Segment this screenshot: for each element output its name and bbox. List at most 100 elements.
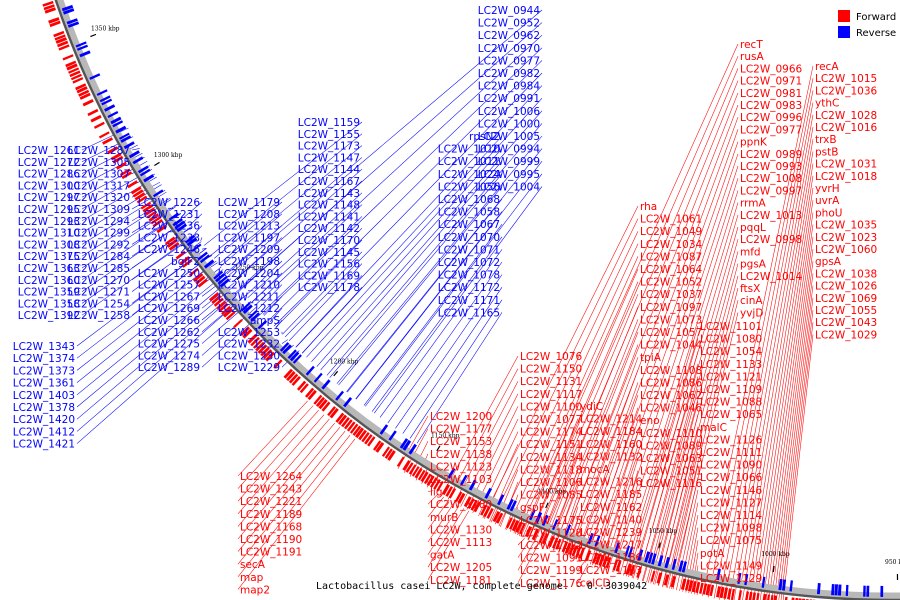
reverse-gene-label: LC2W_1072 xyxy=(438,257,500,269)
reverse-gene-label: LC2W_1000 xyxy=(478,118,540,130)
forward-gene-label: LC2W_1121 xyxy=(700,371,762,383)
forward-feature xyxy=(426,475,435,486)
leader-line xyxy=(569,369,639,557)
forward-gene-label: LC2W_1077 xyxy=(520,414,582,426)
leader-line xyxy=(548,468,579,549)
reverse-gene-label: LC2W_0999 xyxy=(478,156,540,168)
reverse-feature xyxy=(831,584,835,596)
forward-feature xyxy=(791,597,795,600)
leader-line xyxy=(682,514,699,592)
leader-line xyxy=(517,542,535,571)
forward-gene-label: LC2W_1086 xyxy=(640,377,703,389)
forward-gene-label: ydiC xyxy=(580,401,603,413)
forward-gene-label: LC2W_1151 xyxy=(520,439,582,451)
leader-line xyxy=(517,532,521,537)
leader-line xyxy=(200,237,203,241)
leader-line xyxy=(275,239,363,328)
reverse-gene-label: LC2W_1212 xyxy=(218,303,280,315)
reverse-gene-label: LC2W_1156 xyxy=(298,259,361,271)
reverse-feature xyxy=(112,120,124,128)
reverse-gene-label: LC2W_1272 xyxy=(18,157,80,169)
tick-mark xyxy=(545,502,549,509)
leader-line xyxy=(427,493,439,505)
reverse-feature xyxy=(837,584,842,596)
reverse-feature xyxy=(761,576,766,588)
leader-line xyxy=(336,135,543,384)
reverse-feature xyxy=(637,549,644,561)
forward-feature xyxy=(119,168,131,176)
forward-feature xyxy=(480,504,488,516)
leader-line xyxy=(76,266,222,383)
forward-feature xyxy=(670,576,677,588)
forward-gene-label: pqqL xyxy=(740,222,766,234)
forward-feature xyxy=(218,302,229,313)
forward-gene-label: LC2W_1264 xyxy=(240,471,303,483)
reverse-gene-label: LC2W_1155 xyxy=(298,129,360,141)
forward-feature xyxy=(457,492,466,504)
forward-feature xyxy=(127,180,138,189)
reverse-gene-label: LC2W_1143 xyxy=(298,188,360,200)
reverse-gene-label: LC2W_1226 xyxy=(138,197,201,209)
forward-feature xyxy=(53,30,65,38)
reverse-gene-label: LC2W_0977 xyxy=(478,55,540,67)
forward-gene-label: LC2W_1128 xyxy=(520,527,582,539)
forward-feature xyxy=(625,563,632,575)
reverse-gene-label: LC2W_1374 xyxy=(13,353,76,365)
forward-feature xyxy=(684,579,690,591)
reverse-gene-label: LC2W_1375 xyxy=(18,251,80,263)
forward-gene-label: LC2W_1073 xyxy=(640,314,702,326)
forward-feature xyxy=(417,469,426,481)
forward-feature xyxy=(265,351,275,362)
reverse-feature xyxy=(279,342,290,352)
leader-line xyxy=(81,213,182,281)
reverse-gene-label: LC2W_1209 xyxy=(218,244,280,256)
reverse-gene-label: LC2W_0982 xyxy=(478,68,540,80)
reverse-feature xyxy=(845,584,849,596)
leader-line xyxy=(346,198,503,393)
forward-feature xyxy=(307,389,317,401)
reverse-gene-label: LC2W_1305 xyxy=(68,157,130,169)
leader-line xyxy=(288,263,363,342)
leader-line xyxy=(546,319,639,548)
reverse-gene-label: rpsN2 xyxy=(469,131,500,143)
forward-gene-label: uvrA xyxy=(815,195,840,207)
reverse-feature xyxy=(647,552,654,564)
forward-feature xyxy=(541,533,549,545)
forward-feature xyxy=(695,581,701,594)
forward-gene-label: LC2W_1149 xyxy=(700,560,762,572)
reverse-gene-label: LC2W_1067 xyxy=(438,219,500,231)
leader-line xyxy=(76,272,227,396)
forward-gene-label: potA xyxy=(700,548,725,560)
leader-line xyxy=(585,407,639,563)
reverse-feature xyxy=(447,467,456,479)
reverse-feature xyxy=(782,579,787,591)
leader-line xyxy=(214,201,283,259)
leader-line xyxy=(580,394,639,561)
leader-line xyxy=(662,287,739,587)
reverse-gene-label: LC2W_1147 xyxy=(298,152,360,164)
forward-feature xyxy=(57,40,69,48)
leader-line xyxy=(76,289,241,432)
reverse-gene-label: LC2W_1006 xyxy=(478,106,541,118)
forward-feature xyxy=(598,554,605,567)
forward-gene-label: LC2W_1085 xyxy=(520,490,582,502)
forward-gene-label: LC2W_0996 xyxy=(740,112,803,124)
tick-mark xyxy=(333,370,339,377)
forward-gene-label: LC2W_1023 xyxy=(815,232,877,244)
reverse-feature xyxy=(866,585,870,597)
leader-line xyxy=(753,200,814,600)
tick-label: 1050 kbp xyxy=(649,528,678,535)
reverse-feature xyxy=(587,532,594,545)
forward-gene-label: LC2W_1043 xyxy=(815,317,877,329)
forward-feature xyxy=(361,432,370,443)
forward-feature xyxy=(79,92,91,100)
reverse-feature xyxy=(115,125,127,134)
forward-feature xyxy=(216,300,227,310)
forward-gene-label: LC2W_1016 xyxy=(815,122,878,134)
reverse-feature xyxy=(468,479,477,491)
reverse-feature xyxy=(292,354,302,364)
reverse-feature xyxy=(399,438,409,449)
backbone-line xyxy=(54,0,900,600)
leader-line xyxy=(637,363,699,580)
reverse-feature xyxy=(402,439,412,451)
